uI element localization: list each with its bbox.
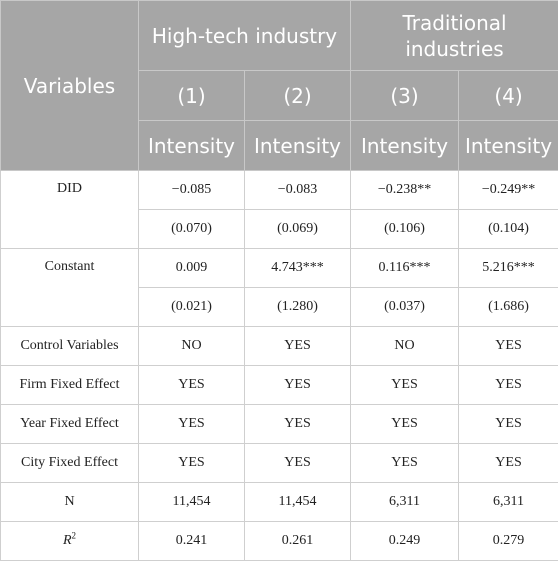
cell-control-4: YES [459, 327, 558, 366]
r2-symbol: R [63, 533, 72, 548]
cell-n-3: 6,311 [351, 483, 459, 522]
col-label-4: Intensity [459, 121, 558, 171]
cell-r2-4: 0.279 [459, 522, 558, 561]
cell-const-se-2: (1.280) [245, 288, 351, 327]
cell-const-coef-2: 4.743*** [245, 249, 351, 288]
table-row-year: Year Fixed Effect YES YES YES YES [1, 405, 558, 444]
cell-city-4: YES [459, 444, 558, 483]
cell-firm-3: YES [351, 366, 459, 405]
cell-const-se-3: (0.037) [351, 288, 459, 327]
cell-r2-2: 0.261 [245, 522, 351, 561]
col-label-2: Intensity [245, 121, 351, 171]
row-label-firm: Firm Fixed Effect [1, 366, 139, 405]
table-row-city: City Fixed Effect YES YES YES YES [1, 444, 558, 483]
cell-const-coef-1: 0.009 [139, 249, 245, 288]
cell-city-3: YES [351, 444, 459, 483]
row-label-control: Control Variables [1, 327, 139, 366]
table-row-did: DID −0.085 −0.083 −0.238** −0.249** [1, 171, 558, 210]
cell-const-se-4: (1.686) [459, 288, 558, 327]
group-header-high-tech: High-tech industry [139, 1, 351, 71]
r2-superscript: 2 [72, 530, 77, 540]
cell-control-2: YES [245, 327, 351, 366]
cell-did-coef-3: −0.238** [351, 171, 459, 210]
table-body: DID −0.085 −0.083 −0.238** −0.249** (0.0… [1, 171, 558, 561]
cell-control-3: NO [351, 327, 459, 366]
cell-n-2: 11,454 [245, 483, 351, 522]
cell-did-coef-2: −0.083 [245, 171, 351, 210]
cell-city-1: YES [139, 444, 245, 483]
cell-const-coef-3: 0.116*** [351, 249, 459, 288]
cell-n-4: 6,311 [459, 483, 558, 522]
table-row-firm: Firm Fixed Effect YES YES YES YES [1, 366, 558, 405]
row-label-did: DID [1, 171, 139, 249]
table-header: Variables High-tech industry Traditional… [1, 1, 558, 171]
cell-r2-1: 0.241 [139, 522, 245, 561]
cell-city-2: YES [245, 444, 351, 483]
col-number-2: (2) [245, 71, 351, 121]
table-row-constant: Constant 0.009 4.743*** 0.116*** 5.216**… [1, 249, 558, 288]
cell-control-1: NO [139, 327, 245, 366]
table-row-r2: R2 0.241 0.261 0.249 0.279 [1, 522, 558, 561]
cell-n-1: 11,454 [139, 483, 245, 522]
col-label-1: Intensity [139, 121, 245, 171]
col-number-3: (3) [351, 71, 459, 121]
cell-const-se-1: (0.021) [139, 288, 245, 327]
cell-did-se-4: (0.104) [459, 210, 558, 249]
cell-did-se-1: (0.070) [139, 210, 245, 249]
row-label-n: N [1, 483, 139, 522]
cell-did-se-2: (0.069) [245, 210, 351, 249]
cell-year-2: YES [245, 405, 351, 444]
cell-year-4: YES [459, 405, 558, 444]
cell-r2-3: 0.249 [351, 522, 459, 561]
row-label-city: City Fixed Effect [1, 444, 139, 483]
cell-did-se-3: (0.106) [351, 210, 459, 249]
table-row-control: Control Variables NO YES NO YES [1, 327, 558, 366]
cell-year-3: YES [351, 405, 459, 444]
group-header-traditional: Traditional industries [351, 1, 558, 71]
col-number-4: (4) [459, 71, 558, 121]
cell-firm-2: YES [245, 366, 351, 405]
col-number-1: (1) [139, 71, 245, 121]
cell-firm-4: YES [459, 366, 558, 405]
variables-header: Variables [1, 1, 139, 171]
row-label-year: Year Fixed Effect [1, 405, 139, 444]
row-label-r2: R2 [1, 522, 139, 561]
col-label-3: Intensity [351, 121, 459, 171]
cell-year-1: YES [139, 405, 245, 444]
table-row-n: N 11,454 11,454 6,311 6,311 [1, 483, 558, 522]
cell-firm-1: YES [139, 366, 245, 405]
cell-did-coef-4: −0.249** [459, 171, 558, 210]
cell-did-coef-1: −0.085 [139, 171, 245, 210]
row-label-constant: Constant [1, 249, 139, 327]
cell-const-coef-4: 5.216*** [459, 249, 558, 288]
